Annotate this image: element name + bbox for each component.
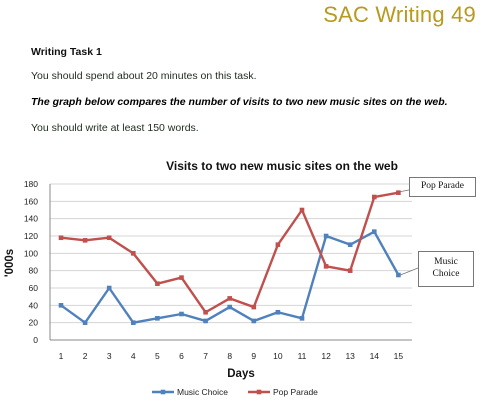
- x-axis-label: Days: [227, 368, 255, 380]
- data-point: [131, 320, 136, 325]
- pop-parade-callout: Pop Parade: [409, 177, 476, 197]
- data-point: [82, 320, 88, 325]
- x-tick-label: 14: [370, 351, 380, 361]
- data-point: [396, 272, 401, 278]
- data-point: [275, 309, 281, 315]
- pop-parade-callout-connector: [400, 189, 410, 193]
- x-tick-label: 1: [59, 351, 64, 361]
- music-choice-callout-line2: Choice: [432, 269, 460, 279]
- y-tick-label: 140: [24, 214, 38, 224]
- data-point: [323, 233, 329, 239]
- task-heading: Writing Task 1: [31, 46, 102, 58]
- data-point: [347, 268, 353, 273]
- data-point: [203, 318, 208, 324]
- data-point: [299, 316, 305, 321]
- data-point: [323, 264, 329, 269]
- y-axis-label: '000s: [4, 249, 16, 277]
- data-point: [203, 309, 208, 315]
- series-line-pop-parade: [60, 191, 399, 314]
- x-tick-label: 9: [251, 351, 256, 361]
- data-point: [251, 318, 257, 324]
- data-point: [299, 207, 305, 213]
- x-tick-label: 3: [107, 351, 112, 361]
- data-point: [82, 238, 88, 243]
- data-point: [347, 242, 353, 247]
- y-tick-label: 80: [29, 266, 39, 276]
- y-tick-label: 160: [24, 196, 38, 206]
- legend-swatch-marker: [160, 389, 166, 395]
- data-point: [227, 296, 232, 301]
- music-choice-callout-line1: Music: [434, 257, 458, 267]
- site-brand-title: SAC Writing 49: [323, 2, 476, 27]
- chart-title: Visits to two new music sites on the web: [166, 159, 398, 173]
- data-point: [251, 304, 257, 310]
- y-tick-label: 180: [24, 179, 38, 189]
- data-point: [155, 316, 160, 321]
- chart-title-row: Visits to two new music sites on the web: [0, 157, 484, 175]
- data-point: [179, 275, 184, 280]
- data-point: [275, 242, 281, 247]
- music-choice-callout: Music Choice: [418, 251, 474, 287]
- x-tick-label: 6: [179, 351, 184, 361]
- music-choice-callout-connector: [400, 267, 419, 276]
- x-tick-label: 13: [345, 351, 355, 361]
- data-point: [227, 304, 232, 310]
- legend-label: Pop Parade: [273, 387, 318, 397]
- y-tick-label: 120: [24, 231, 38, 241]
- x-tick-label: 7: [203, 351, 208, 361]
- y-tick-label: 20: [29, 318, 39, 328]
- y-tick-label: 0: [33, 335, 38, 345]
- x-tick-label: 5: [155, 351, 160, 361]
- legend-label: Music Choice: [177, 387, 228, 397]
- x-tick-label: 8: [227, 351, 232, 361]
- x-tick-label: 2: [83, 351, 88, 361]
- data-point: [106, 285, 112, 291]
- x-tick-label: 12: [321, 351, 331, 361]
- y-tick-label: 60: [29, 283, 39, 293]
- x-tick-label: 15: [394, 351, 404, 361]
- task-prompt: The graph below compares the number of v…: [31, 96, 448, 108]
- data-point: [155, 281, 160, 286]
- x-tick-label: 11: [298, 351, 307, 361]
- word-count-instruction: You should write at least 150 words.: [31, 122, 199, 134]
- y-tick-label: 100: [24, 248, 38, 258]
- y-tick-label: 40: [29, 300, 39, 310]
- x-tick-label: 4: [131, 351, 136, 361]
- data-point: [372, 229, 377, 234]
- data-point: [396, 190, 401, 195]
- data-point: [106, 235, 112, 241]
- time-instruction: You should spend about 20 minutes on thi…: [31, 70, 257, 82]
- data-point: [131, 251, 136, 256]
- data-point: [58, 303, 64, 308]
- data-point: [372, 194, 377, 200]
- data-point: [179, 311, 184, 317]
- x-tick-label: 10: [273, 351, 283, 361]
- data-point: [58, 235, 64, 241]
- legend-swatch-marker: [256, 389, 262, 395]
